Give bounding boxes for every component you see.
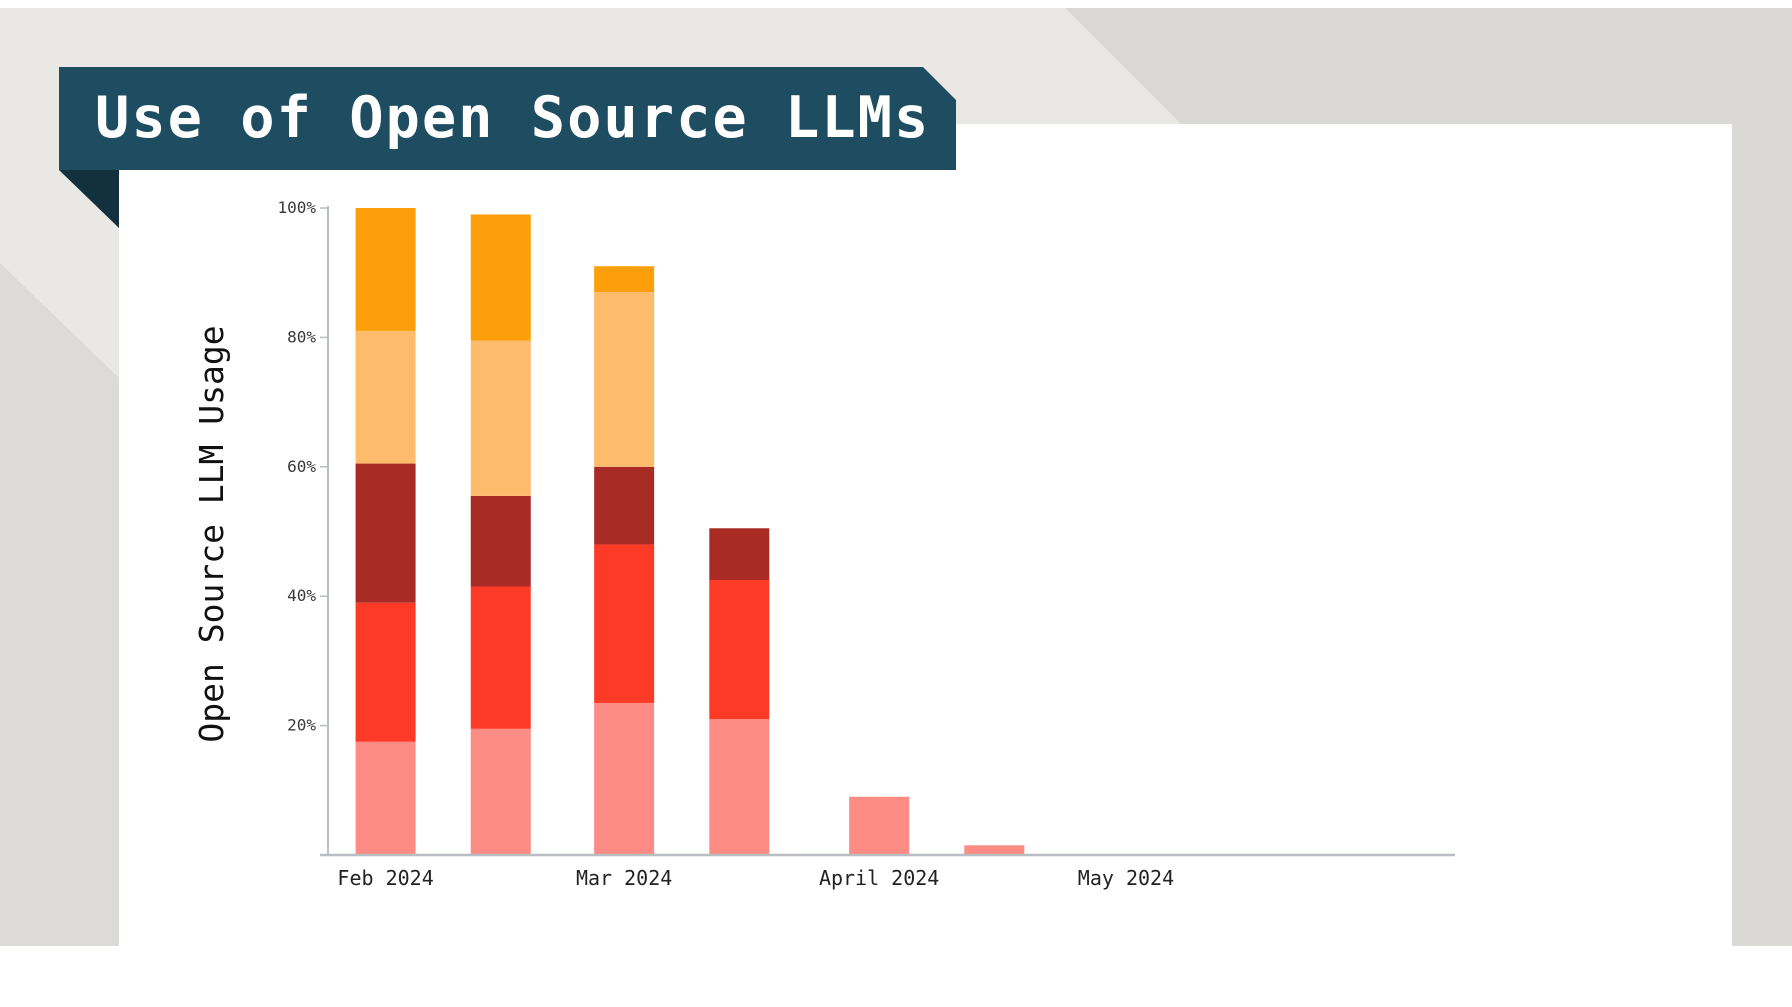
bar-segment-1-series-4 [355, 330, 416, 464]
y-tick-label: 80% [287, 327, 316, 346]
y-tick-label: 60% [287, 457, 316, 476]
bar-segment-3-series-5 [594, 266, 655, 293]
bar-segment-5-series-1 [849, 796, 910, 855]
bar-segment-1-series-1 [355, 741, 416, 855]
bar-segment-2-series-3 [470, 495, 531, 587]
axes-group: 20% 40% 60% 80% 100% Feb 2024 Mar 2024 April 20… [277, 198, 1455, 890]
bar-segment-3-series-1 [594, 702, 655, 855]
bar-segment-1-series-3 [355, 463, 416, 603]
y-axis-title: Open Source LLM Usage [192, 325, 231, 742]
bar-segment-2-series-1 [470, 728, 531, 855]
x-tick-label: April 2024 [819, 866, 939, 890]
y-tick-label: 100% [277, 198, 316, 217]
bar-segment-4-series-3 [709, 528, 770, 581]
bar-segment-1-series-5 [355, 208, 416, 331]
bar-segment-3-series-4 [594, 292, 655, 467]
bar-segment-4-series-2 [709, 580, 770, 720]
x-tick-label: Mar 2024 [576, 866, 672, 890]
y-tick-label: 40% [287, 586, 316, 605]
bar-segment-2-series-5 [470, 214, 531, 341]
bar-segment-4-series-1 [709, 719, 770, 855]
title-banner [59, 67, 956, 170]
x-tick-label: May 2024 [1078, 866, 1174, 890]
bar-group [355, 208, 1025, 855]
x-tick-label: Feb 2024 [337, 866, 433, 890]
bar-segment-3-series-3 [594, 466, 655, 545]
bar-segment-3-series-2 [594, 544, 655, 703]
bar-segment-2-series-2 [470, 586, 531, 729]
y-tick-label: 20% [287, 716, 316, 735]
bar-segment-1-series-2 [355, 602, 416, 742]
bar-segment-2-series-4 [470, 340, 531, 496]
slide-title: Use of Open Source LLMs [95, 85, 931, 151]
bar-segment-6-series-1 [964, 845, 1025, 855]
